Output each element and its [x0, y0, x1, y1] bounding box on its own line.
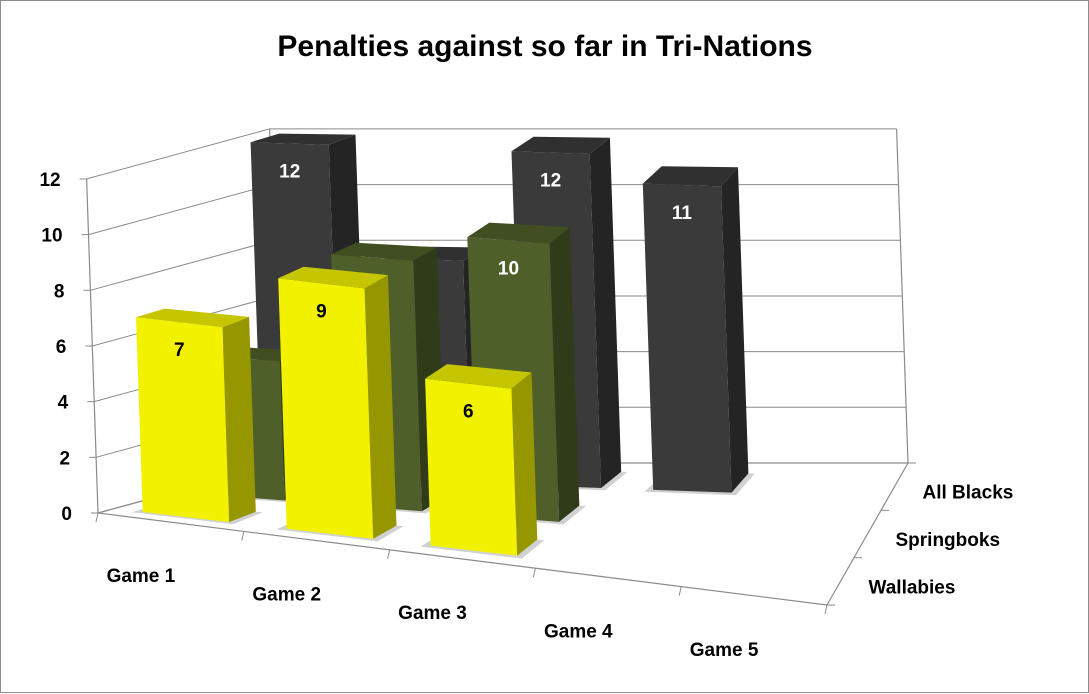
x-tick-mark — [95, 512, 99, 523]
bar-value-label: 12 — [279, 162, 300, 183]
bar-value-label: 6 — [463, 402, 474, 423]
bar: 11 — [642, 166, 755, 496]
y-tick-label: 4 — [58, 393, 69, 414]
bar-side-face — [364, 275, 397, 539]
x-tick-label: Game 1 — [107, 566, 176, 587]
bar: 9 — [276, 266, 404, 542]
bar-side-face — [589, 137, 622, 488]
x-tick-label: Game 3 — [398, 603, 467, 624]
y-tick-label: 0 — [61, 504, 72, 525]
series-axis-label: Springboks — [896, 530, 1001, 551]
bars: 12812115910796 — [131, 133, 755, 559]
bar-side-face — [721, 167, 749, 493]
bar: 7 — [131, 308, 263, 525]
y-tick-label: 10 — [41, 226, 62, 247]
x-tick-mark — [678, 586, 682, 596]
y-tick-label: 12 — [39, 170, 60, 191]
bar-side-face — [222, 316, 256, 523]
gridline — [86, 128, 897, 180]
bar-value-label: 11 — [672, 203, 693, 224]
chart-title: Penalties against so far in Tri-Nations — [277, 30, 812, 63]
bar-top-face — [331, 242, 437, 261]
y-tick-label: 8 — [54, 281, 65, 302]
bar-top-face — [511, 136, 610, 154]
bar-value-label: 9 — [316, 301, 327, 322]
y-axis-ticks: 0 2 4 6 8 10 12 — [39, 170, 72, 525]
bar-top-face — [425, 364, 532, 389]
bar-top-face — [467, 222, 570, 244]
bar-value-label: 10 — [498, 258, 519, 279]
floor-right-edge — [826, 462, 909, 606]
x-tick-mark — [241, 531, 245, 541]
bar-front-face — [136, 317, 230, 523]
x-tick-mark — [824, 604, 828, 615]
x-tick-label: Game 2 — [252, 585, 321, 606]
x-tick-mark — [532, 568, 536, 578]
bar-front-face — [278, 278, 374, 539]
bar-value-label: 7 — [174, 340, 185, 361]
series-axis-labels: All Blacks Springboks Wallabies — [869, 483, 1014, 599]
x-tick-mark — [387, 549, 391, 559]
x-tick-label: Game 4 — [544, 621, 613, 642]
series-axis-label: All Blacks — [923, 483, 1014, 504]
bar-front-face — [425, 378, 518, 556]
bar: 6 — [420, 364, 545, 559]
bar-front-face — [642, 183, 732, 493]
x-axis-labels: Game 1 Game 2 Game 3 Game 4 Game 5 — [107, 566, 759, 661]
bar-side-face — [511, 372, 538, 556]
bar-side-face — [549, 227, 580, 522]
x-tick-label: Game 5 — [690, 640, 759, 661]
bar-top-face — [136, 308, 250, 328]
bar-top-face — [250, 133, 356, 145]
bar-top-face — [642, 166, 738, 187]
series-axis-label: Wallabies — [869, 577, 956, 598]
bar-value-label: 12 — [540, 171, 561, 192]
y-tick-label: 2 — [60, 448, 71, 469]
bar-top-face — [278, 266, 388, 289]
y-tick-label: 6 — [56, 337, 67, 358]
